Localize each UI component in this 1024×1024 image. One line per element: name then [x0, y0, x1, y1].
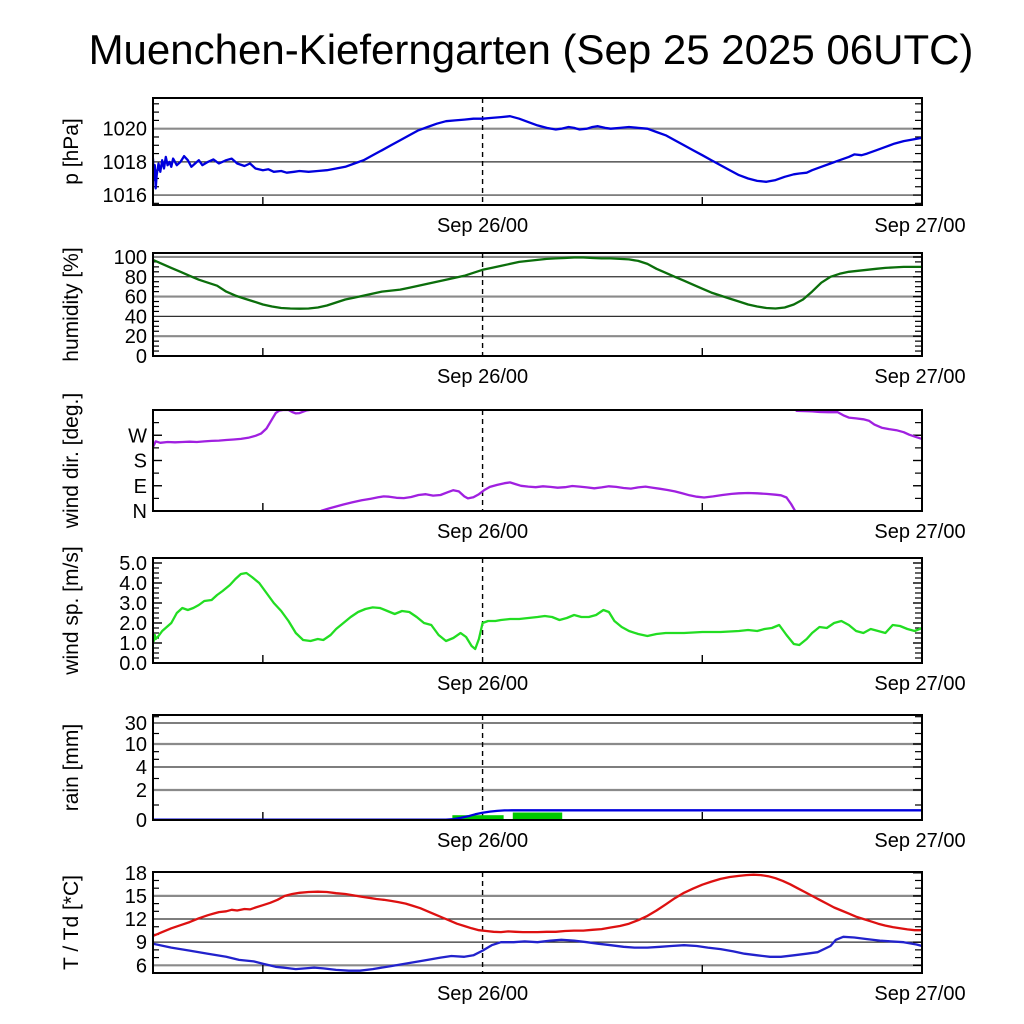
y-tick-label: 30: [125, 713, 147, 735]
y-tick-label: 2.0: [119, 613, 147, 635]
y-tick-label: S: [134, 451, 147, 473]
x-tick-label: Sep 27/00: [874, 215, 965, 237]
x-tick-label: Sep 26/00: [437, 521, 528, 543]
y-tick-label: 60: [125, 287, 147, 309]
y-tick-label: E: [134, 476, 147, 498]
y-tick-label: 40: [125, 306, 147, 328]
y-tick-label: 20: [125, 326, 147, 348]
y-tick-label: 2: [136, 780, 147, 802]
y-tick-label: 15: [125, 886, 147, 908]
y-axis-title: rain [mm]: [60, 724, 83, 812]
panel-border: [152, 871, 923, 974]
x-tick-label: Sep 27/00: [874, 673, 965, 695]
x-tick-label: Sep 26/00: [437, 983, 528, 1005]
x-tick-label: Sep 27/00: [874, 830, 965, 852]
rain-bar: [452, 815, 504, 820]
y-tick-label: 1016: [103, 185, 148, 207]
y-tick-label: 1018: [103, 152, 148, 174]
pressure-line: [153, 115, 922, 190]
temperature-line: [153, 873, 922, 938]
rain-accumulation-line: [153, 809, 922, 820]
wind-direction-line: [795, 410, 922, 441]
y-tick-label: 1020: [103, 119, 148, 141]
panel-windspeed: 0.01.02.03.04.05.0 wind sp. [m/s] Sep 26/0…: [60, 546, 966, 695]
x-tick-label: Sep 26/00: [437, 673, 528, 695]
y-tick-label: 18: [125, 863, 147, 885]
y-tick-label: 5.0: [119, 553, 147, 575]
y-tick-label: W: [128, 425, 147, 447]
y-tick-label: N: [133, 501, 147, 523]
x-tick-label: Sep 26/00: [437, 366, 528, 388]
rain-bar: [512, 812, 563, 820]
y-tick-label: 12: [125, 909, 147, 931]
y-tick-label: 4.0: [119, 573, 147, 595]
wind-direction-line: [153, 410, 311, 449]
y-axis-title: p [hPa]: [60, 118, 83, 185]
panel-border: [152, 557, 923, 664]
x-tick-label: Sep 26/00: [437, 830, 528, 852]
humidity-line: [153, 256, 922, 310]
x-tick-label: Sep 27/00: [874, 521, 965, 543]
x-tick-label: Sep 26/00: [437, 215, 528, 237]
panel-border: [152, 714, 923, 821]
panel-border: [152, 97, 923, 206]
panel-border: [152, 252, 923, 357]
y-tick-label: 6: [136, 955, 147, 977]
page-title: Muenchen-Kieferngarten (Sep 25 2025 06UT…: [88, 26, 974, 73]
panel-pressure: 1016 1018 1020 p [hPa] Sep 26/00 Sep 27/00: [60, 97, 966, 237]
y-tick-label: 80: [125, 267, 147, 289]
y-tick-label: 0.0: [119, 653, 147, 675]
y-axis-title: humidity [%]: [60, 247, 83, 361]
y-tick-label: 0: [136, 810, 147, 832]
y-tick-label: 10: [125, 734, 147, 756]
wind-direction-line: [320, 481, 796, 511]
y-tick-label: 3.0: [119, 593, 147, 615]
x-tick-label: Sep 27/00: [874, 366, 965, 388]
wind-speed-line: [153, 571, 922, 651]
y-tick-label: 4: [136, 757, 147, 779]
y-axis-title: T / Td [*C]: [60, 875, 83, 970]
y-tick-label: 100: [114, 247, 147, 269]
y-tick-label: 0: [136, 346, 147, 368]
x-tick-label: Sep 27/00: [874, 983, 965, 1005]
y-tick-label: 9: [136, 932, 147, 954]
y-tick-label: 1.0: [119, 633, 147, 655]
y-axis-title: wind sp. [m/s]: [60, 546, 83, 675]
dewpoint-line: [153, 935, 922, 972]
y-axis-title: wind dir. [deg.]: [60, 393, 83, 529]
panel-border: [152, 409, 923, 512]
